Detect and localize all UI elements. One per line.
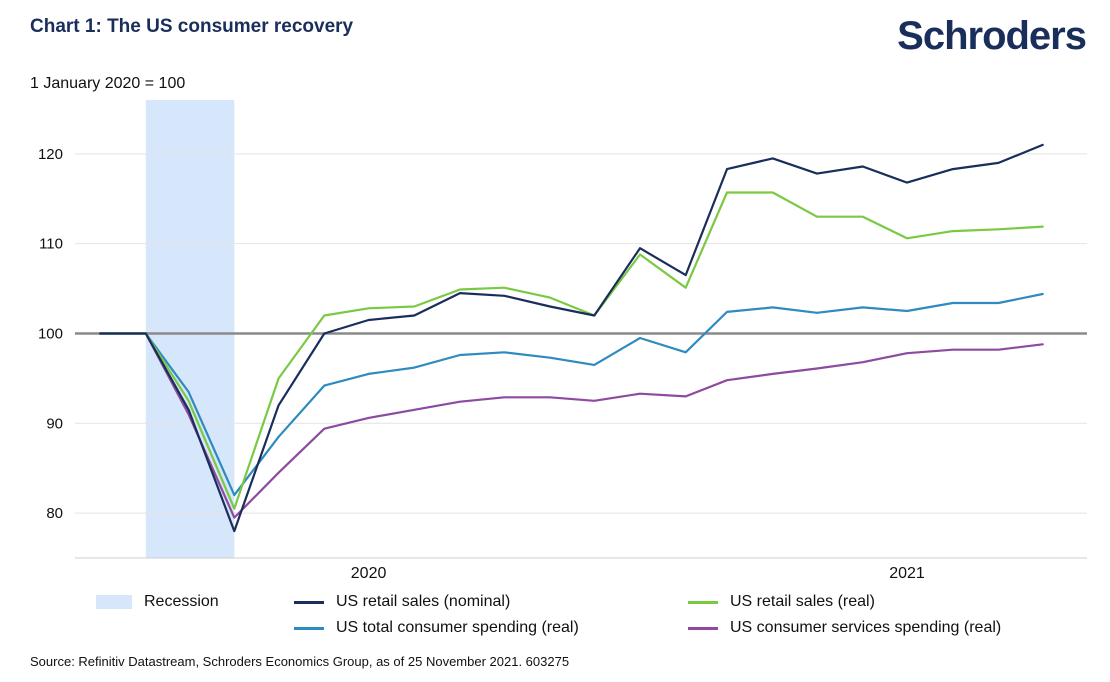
legend-label-recession: Recession	[144, 593, 219, 610]
legend-swatch-total-spending	[294, 626, 324, 630]
x-tick-label-2020: 2020	[351, 565, 387, 582]
legend-item-nominal-sales: US retail sales (nominal)	[294, 593, 510, 611]
legend-swatch-services-spending	[688, 626, 718, 630]
y-tick-label-80: 80	[46, 505, 63, 522]
legend-label-nominal-sales: US retail sales (nominal)	[336, 593, 511, 610]
legend-swatch-recession	[96, 595, 132, 609]
legend-swatch-nominal-sales	[294, 600, 324, 604]
y-tick-label-100: 100	[38, 325, 63, 342]
x-tick-label-2021: 2021	[889, 565, 925, 582]
legend-item-recession: Recession	[96, 593, 219, 611]
legend-label-total-spending: US total consumer spending (real)	[336, 619, 579, 636]
line-chart: 80 90 100 110 120 2020 2021	[38, 100, 1087, 582]
series-line-services-spending	[98, 332, 1044, 519]
y-tick-label-110: 110	[39, 236, 63, 253]
series-line-real-sales	[98, 191, 1044, 510]
legend-item-total-spending: US total consumer spending (real)	[294, 619, 579, 637]
legend-swatch-real-sales	[688, 600, 718, 604]
series-line-total-spending	[98, 292, 1044, 497]
legend-item-services-spending: US consumer services spending (real)	[688, 619, 1001, 637]
legend-label-services-spending: US consumer services spending (real)	[730, 619, 1002, 636]
schroders-logo: Schroders	[897, 14, 1087, 58]
legend-label-real-sales: US retail sales (real)	[730, 593, 875, 610]
series-line-nominal-sales	[98, 143, 1044, 533]
y-tick-label-90: 90	[46, 415, 63, 432]
source-note: Source: Refinitiv Datastream, Schroders …	[30, 654, 570, 669]
y-tick-label-120: 120	[38, 146, 63, 163]
y-axis-unit-label: 1 January 2020 = 100	[30, 75, 186, 92]
chart-title: Chart 1: The US consumer recovery	[30, 16, 354, 37]
legend-item-real-sales: US retail sales (real)	[688, 593, 875, 611]
